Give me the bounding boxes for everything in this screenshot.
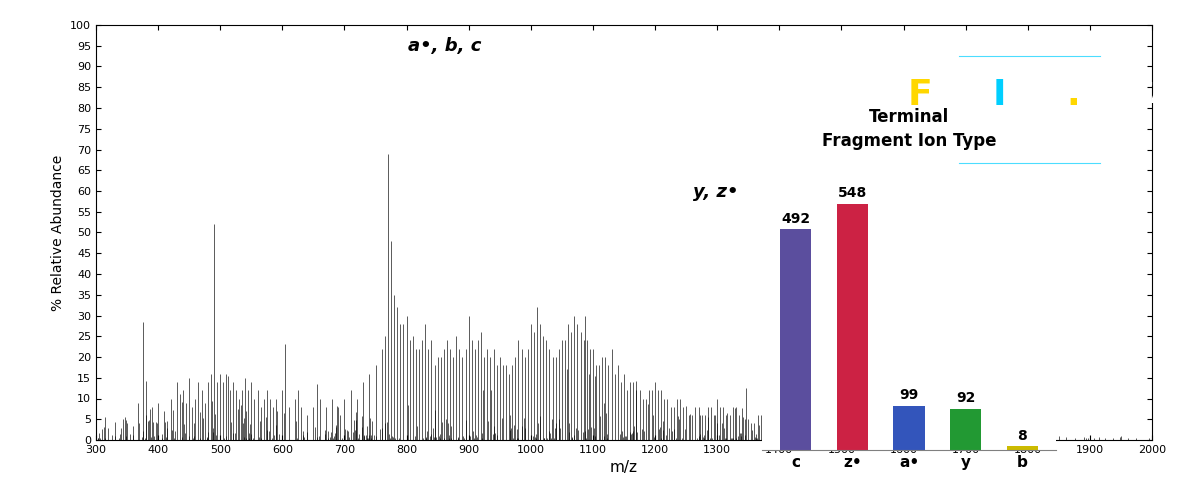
Text: Fragment Ion Type: Fragment Ion Type — [822, 132, 996, 150]
Text: ACCESSIBLE: ACCESSIBLE — [931, 152, 986, 162]
Text: R: R — [1027, 78, 1055, 112]
X-axis label: m/z: m/z — [610, 460, 638, 475]
Text: INTEROPERABLE: INTEROPERABLE — [1063, 44, 1136, 52]
Text: F: F — [908, 78, 932, 112]
Text: REUSABLE: REUSABLE — [1076, 152, 1123, 162]
Y-axis label: % Relative Abundance: % Relative Abundance — [50, 154, 65, 310]
Bar — [780, 229, 811, 450]
Text: 492: 492 — [781, 212, 810, 226]
Text: I: I — [994, 78, 1007, 112]
Text: DATA: DATA — [1092, 80, 1172, 108]
Bar — [950, 408, 982, 450]
Bar — [894, 406, 924, 450]
Text: a•, b, c: a•, b, c — [408, 38, 481, 56]
Text: 99: 99 — [899, 388, 919, 402]
Text: .: . — [1067, 78, 1080, 112]
Bar — [1007, 446, 1038, 450]
Text: FINDABLE: FINDABLE — [937, 44, 980, 52]
Text: 548: 548 — [838, 186, 868, 200]
Text: Terminal: Terminal — [869, 108, 949, 126]
Bar — [836, 204, 868, 450]
Text: A: A — [944, 78, 973, 112]
Text: 8: 8 — [1018, 428, 1027, 442]
Text: y, z•: y, z• — [692, 182, 738, 200]
Text: 92: 92 — [956, 391, 976, 405]
